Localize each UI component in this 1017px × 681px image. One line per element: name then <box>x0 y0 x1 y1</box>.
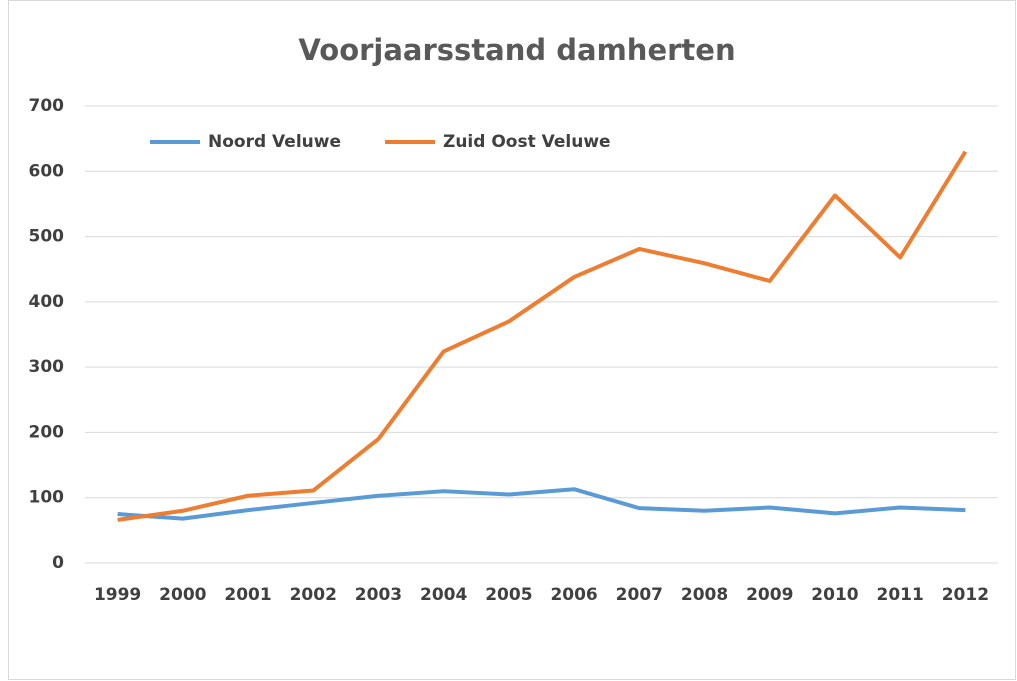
data-line <box>117 487 966 521</box>
y-tick-label: 100 <box>29 488 65 508</box>
x-tick-label: 2011 <box>877 585 924 605</box>
x-tick-label: 2005 <box>485 585 532 605</box>
x-tick-label: 2008 <box>681 585 728 605</box>
x-tick-label: 2004 <box>420 585 467 605</box>
x-tick-label: 2009 <box>746 585 793 605</box>
x-tick-label: 2002 <box>290 585 337 605</box>
x-tick-label: 2003 <box>355 585 402 605</box>
x-tick-label: 2000 <box>159 585 206 605</box>
y-tick-label: 500 <box>29 227 65 247</box>
legend-label: Zuid Oost Veluwe <box>443 132 611 152</box>
y-tick-label: 300 <box>29 357 65 377</box>
y-tick-label: 700 <box>29 96 65 116</box>
y-tick-label: 0 <box>52 553 64 573</box>
x-tick-label: 2010 <box>811 585 858 605</box>
x-tick-label: 2001 <box>224 585 271 605</box>
x-tick-label: 2006 <box>550 585 597 605</box>
chart-border <box>8 0 1016 680</box>
x-tick-label: 2012 <box>942 585 989 605</box>
y-tick-label: 600 <box>29 161 65 181</box>
y-tick-label: 200 <box>29 422 65 442</box>
x-tick-label: 1999 <box>94 585 141 605</box>
data-line <box>117 150 968 522</box>
chart-title: Voorjaarsstand damherten <box>298 33 735 67</box>
legend-label: Noord Veluwe <box>208 132 341 152</box>
x-tick-label: 2007 <box>616 585 663 605</box>
y-tick-label: 400 <box>29 292 65 312</box>
